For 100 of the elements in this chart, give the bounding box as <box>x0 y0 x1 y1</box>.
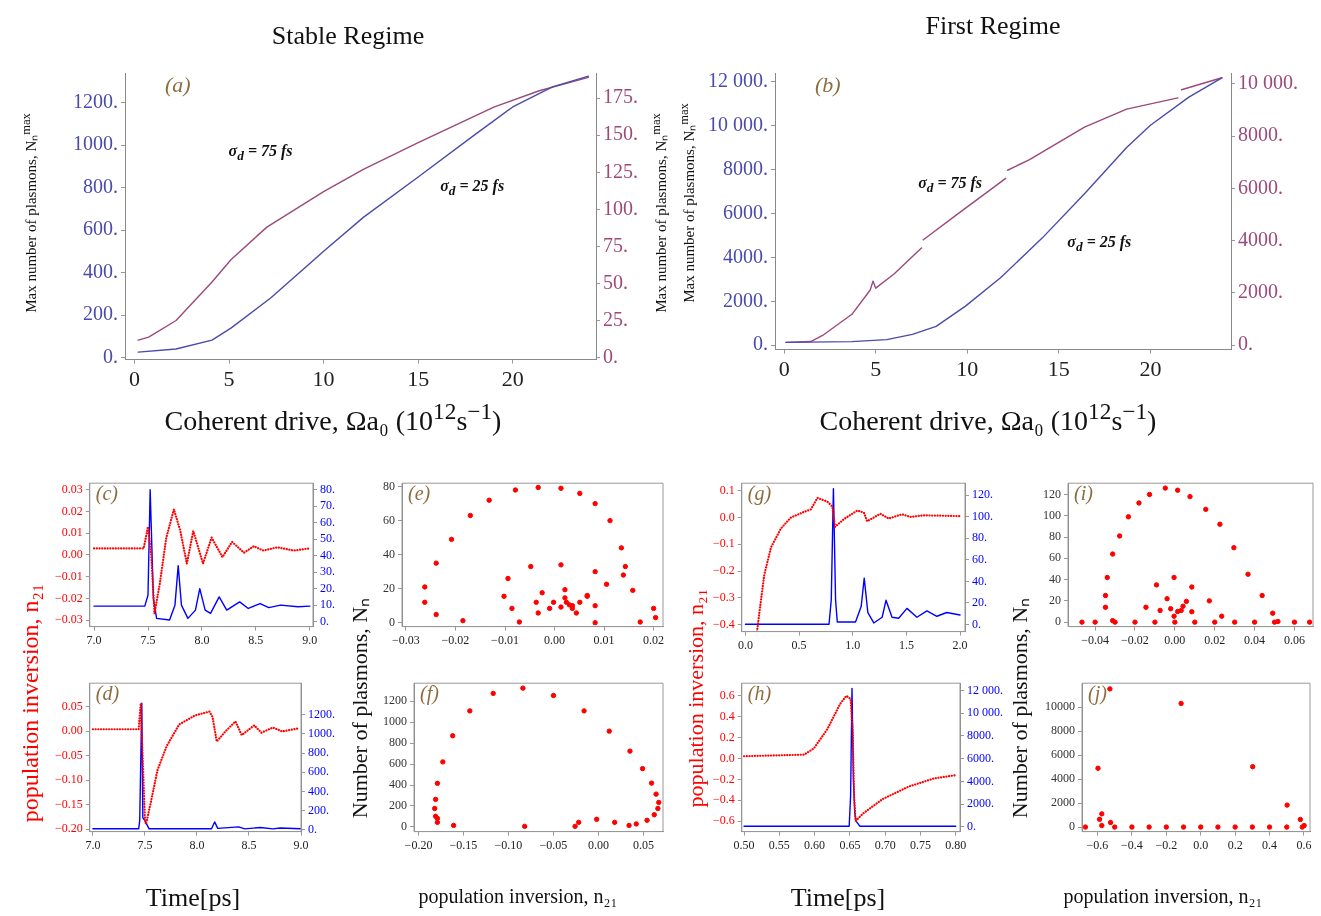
x-axis-title: Coherent drive, Ωa₀ (10$^{12}$s$^{−1}$) <box>164 398 502 437</box>
y-tick-label: 80 <box>1049 529 1061 544</box>
y2-tick-label: 100. <box>603 196 638 219</box>
x-tick-label: 8.0 <box>194 632 210 647</box>
y2-tick-label: 80. <box>320 481 335 496</box>
y2-tick-label: 40. <box>972 573 987 588</box>
series-label: σ$_{d}$ = 25 fs <box>440 177 505 200</box>
y2-tick-label: 75. <box>603 233 628 256</box>
y2-tick-label: 12 000. <box>967 682 1003 697</box>
x-tick-label: 0.05 <box>632 837 654 852</box>
y-tick-label: −0.20 <box>54 821 83 836</box>
series-label: σ$_{d}$ = 75 fs <box>918 173 983 196</box>
x-axis-title: Time[ps] <box>790 882 886 913</box>
y-axis-title: Number of plasmons, Nₙ <box>1006 597 1033 819</box>
y-tick-label: 40 <box>1049 571 1061 586</box>
x-tick-label: 0 <box>778 355 790 381</box>
y-tick-label: 0.4 <box>719 708 735 723</box>
chart-title: Stable Regime <box>271 20 425 51</box>
y-tick-label: 0 <box>1069 819 1075 834</box>
x-tick-label: 20 <box>501 365 524 391</box>
annotation: (j) <box>1088 682 1108 706</box>
x-tick-label: 0.70 <box>874 837 896 852</box>
y-tick-label: 400 <box>389 777 407 792</box>
y2-tick-label: 400. <box>308 783 329 798</box>
y-tick-label: 0.00 <box>61 723 83 738</box>
y-tick-label: 40 <box>383 546 395 561</box>
y2-tick-label: 200. <box>308 802 329 817</box>
y-tick-label: 0.01 <box>61 525 83 540</box>
y-tick-label: 1000. <box>73 132 118 155</box>
y2-tick-label: 20. <box>320 580 335 595</box>
y-tick-label: 0.0 <box>719 750 735 765</box>
y-tick-label: −0.03 <box>54 612 83 627</box>
x-tick-label: −0.04 <box>1081 632 1109 647</box>
y-tick-label: −0.10 <box>54 772 83 787</box>
x-tick-label: 1.0 <box>845 637 861 652</box>
y-tick-label: 0.05 <box>61 698 83 713</box>
x-tick-label: 0.02 <box>643 632 665 647</box>
x-axis-title: Coherent drive, Ωa₀ (10$^{12}$s$^{−1}$) <box>819 398 1157 437</box>
x-tick-label: −0.4 <box>1121 837 1143 852</box>
y2-tick-label: 80. <box>972 530 987 545</box>
y-tick-label: 800. <box>83 174 118 197</box>
x-tick-label: 0.60 <box>804 837 826 852</box>
x-tick-label: 0.06 <box>1283 632 1305 647</box>
x-tick-label: 5 <box>870 355 882 381</box>
x-tick-label: −0.02 <box>1121 632 1149 647</box>
y-tick-label: 100 <box>1043 507 1061 522</box>
y-tick-label: 8000 <box>1051 723 1075 738</box>
y2-tick-label: 1200. <box>308 706 335 721</box>
x-tick-label: 10 <box>312 365 335 391</box>
y-tick-label: 4000 <box>1051 771 1075 786</box>
y-tick-label: 4000. <box>723 244 768 267</box>
x-tick-label: 0.04 <box>1244 632 1266 647</box>
y-tick-label: 0 <box>401 819 407 834</box>
y-tick-label: 120 <box>1043 486 1061 501</box>
y2-tick-label: 120. <box>972 487 993 502</box>
chart-title: First Regime <box>925 10 1061 41</box>
y2-tick-label: 175. <box>603 85 638 108</box>
x-tick-label: 15 <box>1047 355 1070 381</box>
x-tick-label: 9.0 <box>302 632 318 647</box>
y-tick-label: 12 000. <box>708 69 768 92</box>
x-tick-label: 2.0 <box>952 637 968 652</box>
y-tick-label: 20 <box>383 580 395 595</box>
x-tick-label: 7.5 <box>137 837 153 852</box>
y2-tick-label: 40. <box>320 547 335 562</box>
y-tick-label: 0.03 <box>61 481 83 496</box>
x-tick-label: 0.02 <box>1204 632 1226 647</box>
y2-tick-label: 0. <box>320 613 329 628</box>
y2-tick-label: 8000. <box>967 728 994 743</box>
y2-tick-label: 50. <box>320 531 335 546</box>
y-tick-label: 0.02 <box>61 503 83 518</box>
y-tick-label: −0.3 <box>712 590 735 604</box>
y-tick-label: 200 <box>389 798 407 813</box>
y2-tick-label: 100. <box>972 508 993 523</box>
x-tick-label: −0.20 <box>404 837 433 852</box>
x-tick-label: 0.80 <box>945 837 967 852</box>
annotation: (f) <box>420 682 440 706</box>
y2-tick-label: 10. <box>320 597 335 612</box>
x-tick-label: −0.15 <box>449 837 478 852</box>
x-tick-label: −0.10 <box>494 837 523 852</box>
x-axis-title: population inversion, n₂₁ <box>418 885 618 907</box>
y2-tick-label: 60. <box>972 551 987 566</box>
y2-tick-label: 125. <box>603 159 638 182</box>
y-tick-label: −0.2 <box>712 563 735 578</box>
y-tick-label: −0.15 <box>54 796 83 811</box>
x-tick-label: 0 <box>128 365 140 391</box>
x-tick-label: −0.02 <box>441 632 470 647</box>
y2-tick-label: 0. <box>967 818 976 833</box>
y-tick-label: 0 <box>1055 614 1061 629</box>
x-axis-title: Time[ps] <box>145 882 241 913</box>
y2-tick-label: 0. <box>972 616 981 631</box>
x-tick-label: 5 <box>223 365 235 391</box>
y-tick-label: 0. <box>103 344 118 367</box>
x-tick-label: 0.5 <box>791 637 807 652</box>
x-tick-label: −0.6 <box>1086 837 1109 852</box>
y2-tick-label: 4000. <box>967 773 994 788</box>
y-tick-label: −0.01 <box>54 568 83 583</box>
y-tick-label: 2000 <box>1051 795 1075 810</box>
annotation: (c) <box>95 482 119 506</box>
x-tick-label: 0.75 <box>909 837 931 852</box>
y2-tick-label: 2000. <box>1238 280 1283 303</box>
